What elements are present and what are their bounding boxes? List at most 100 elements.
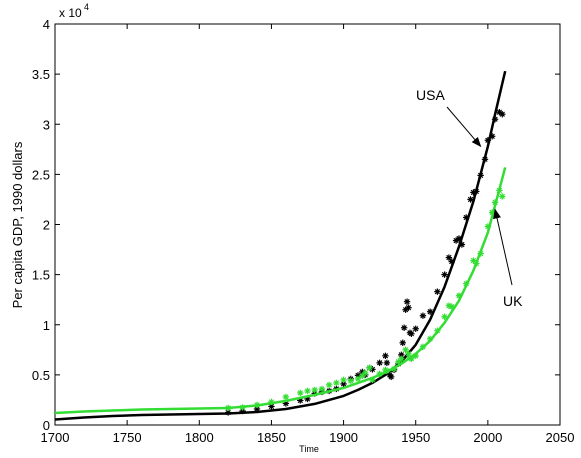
uk-data-point [477,250,484,257]
uk-data-point [496,187,503,194]
uk-data-point [253,401,261,409]
uk-data-point [434,327,441,334]
uk-data-point [318,385,326,393]
uk-data-point [376,370,383,378]
usa-data-point [419,312,427,319]
usa-data-point [448,258,455,265]
ticks-layer: 1700 1750 1800 1850 1900 1950 2000 2050 0 0.5 1 1.5… [32,17,575,445]
annotation-usa-arrow [446,106,482,148]
series-layer [54,70,507,421]
annotation-layer: USA UK [416,87,523,309]
usa-data-point [268,403,275,410]
usa-data-point [488,133,496,140]
usa-data-point [426,308,434,315]
usa-data-point [399,339,406,346]
y-tick-label: 2 [43,218,50,233]
usa-data-point [408,330,415,337]
usa-data-point [405,304,412,311]
uk-data-point [488,209,496,216]
uk-data-point [448,303,455,310]
uk-data-point [362,369,369,377]
usa-data-point [412,325,419,332]
uk-data-point [441,313,448,320]
uk-data-point [484,223,492,230]
uk-data-point [398,355,405,363]
annotation-usa-label: USA [416,87,445,103]
y-axis-title: Per capita GDP, 1990 dollars [10,141,25,308]
uk-data-point [412,352,419,360]
axes-box [54,23,561,426]
y-tick-label: 4 [43,17,50,32]
uk-data-point [366,364,373,372]
uk-fit-line [54,167,507,415]
y-tick-label: 1.5 [32,268,50,283]
usa-data-point [387,373,395,381]
annotation-uk-label: UK [503,293,523,309]
uk-data-point [426,335,434,342]
uk-data-point [333,379,340,387]
usa-data-point [445,254,453,261]
usa-data-point [473,188,480,195]
x-axis-title: Time [299,444,319,454]
uk-data-point [491,199,499,206]
uk-data-point [463,280,470,287]
y-tick-label: 3.5 [32,67,50,82]
uk-data-point [311,386,318,394]
usa-data-point [403,298,411,305]
usa-data-point [434,288,441,295]
usa-fit-line [54,70,507,421]
uk-data-point [224,404,232,412]
usa-data-point [484,137,492,144]
uk-data-point [340,376,347,384]
uk-data-point [402,346,409,354]
uk-data-point [239,404,246,411]
y-tick-label: 3 [43,117,50,132]
usa-data-point [458,241,466,248]
usa-data-point [441,271,448,278]
usa-data-point [376,359,383,367]
uk-data-point [282,393,290,401]
x-tick-label: 1950 [401,430,430,445]
uk-data-point [297,389,304,397]
usa-data-point [463,214,470,221]
uk-data-point [354,375,362,383]
y-multiplier-label: x 10 [59,6,82,20]
usa-data-point [491,116,499,123]
y-tick-label: 0.5 [32,368,50,383]
uk-data-point [304,387,311,395]
x-tick-label: 1800 [185,430,214,445]
uk-data-point [369,376,376,384]
usa-data-point [481,156,489,163]
usa-data-point [477,172,484,179]
usa-data-point [499,111,506,118]
uk-data-point [408,355,415,363]
x-tick-label: 2000 [473,430,502,445]
usa-data-point [383,359,391,367]
usa-data-point [467,196,474,203]
y-tick-label: 0 [43,418,50,433]
x-tick-label: 1850 [257,430,286,445]
uk-data-point [390,365,398,373]
uk-data-point [383,367,391,375]
uk-data-point [473,260,480,267]
uk-data-point [419,343,427,351]
annotation-uk-arrow [493,208,513,286]
x-tick-label: 2050 [546,430,575,445]
y-tick-label: 2.5 [32,167,50,182]
uk-data-point [455,292,463,299]
uk-data-point [499,193,506,200]
usa-data-point [382,352,389,360]
uk-data-point [268,398,275,406]
x-tick-label: 1750 [113,430,142,445]
x-tick-label: 1900 [329,430,358,445]
usa-data-point [400,324,408,331]
x-tick-label: 1700 [41,430,70,445]
plot-frame [54,23,561,426]
y-multiplier-exponent: 4 [84,2,89,12]
usa-data-point [455,235,463,242]
uk-data-point [347,377,354,385]
y-tick-label: 1 [43,318,50,333]
uk-data-point [325,381,333,389]
